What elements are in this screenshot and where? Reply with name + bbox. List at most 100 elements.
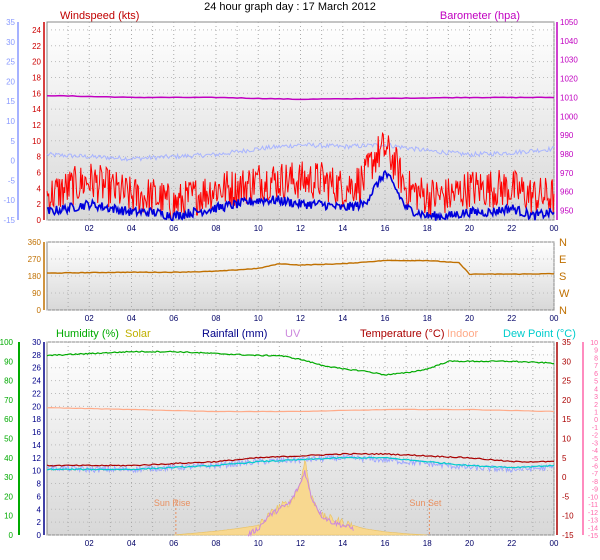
barometer-line	[46, 94, 555, 101]
blue-axis-tick-label: 35	[6, 18, 15, 27]
rainfall-tick-label: 2	[37, 518, 42, 527]
panel1-x-tick-label: 22	[507, 224, 516, 233]
temperature-tick-label: 0	[562, 473, 567, 482]
uv-tick-label: 10	[590, 340, 598, 347]
panel3-x-tick-label: 14	[338, 539, 347, 548]
uv-tick-label: -14	[588, 525, 598, 532]
barometer-tick-label: 1010	[560, 93, 578, 102]
uv-tick-label: 7	[594, 363, 598, 370]
humidity-tick-label: 100	[0, 338, 14, 347]
rainfall-tick-label: 12	[32, 454, 41, 463]
rainfall-tick-label: 4	[37, 505, 42, 514]
panel1-x-tick-label: 02	[85, 224, 94, 233]
solar-area	[173, 459, 428, 536]
windspeed-tick-label: 8	[37, 153, 42, 162]
barometer-tick-label: 1040	[560, 37, 578, 46]
humidity-tick-label: 10	[4, 512, 13, 521]
sun-set-label: Sun Set	[409, 498, 442, 508]
rainfall-tick-label: 20	[32, 402, 41, 411]
rainfall-tick-label: 6	[37, 492, 42, 501]
blue-axis-tick-label: -10	[3, 196, 15, 205]
panel3-x-tick-label: 00	[550, 539, 559, 548]
uv-tick-label: -4	[592, 448, 598, 455]
temperature-tick-label: 25	[562, 377, 571, 386]
humidity-tick-label: 70	[4, 396, 13, 405]
rainfall-tick-label: 10	[32, 467, 41, 476]
panel1-x-tick-label: 10	[254, 224, 263, 233]
humidity-tick-label: 40	[4, 454, 13, 463]
legend-item: Indoor	[447, 328, 479, 340]
panel3-x-tick-label: 22	[507, 539, 516, 548]
windspeed-tick-label: 12	[32, 121, 41, 130]
page-title: 24 hour graph day : 17 March 2012	[204, 1, 376, 13]
panel3-series: Sun Rise Sun Set	[46, 350, 555, 538]
legend-item: Temperature (°C)	[360, 328, 444, 340]
temperature-tick-label: 30	[562, 357, 571, 366]
temperature-tick-label: -10	[562, 512, 574, 521]
wind-direction-tick-label: 180	[28, 272, 42, 281]
blue-axis-tick-label: -15	[3, 216, 15, 225]
uv-tick-label: -1	[592, 425, 598, 432]
uv-tick-label: 3	[594, 394, 598, 401]
windspeed-tick-label: 16	[32, 89, 41, 98]
barometer-tick-label: 950	[560, 207, 574, 216]
wind-direction-tick-label: 90	[32, 289, 41, 298]
wind-direction-tick-label: 360	[28, 238, 42, 247]
uv-tick-label: 1	[594, 409, 598, 416]
blue-axis-series-line	[46, 142, 555, 162]
panel2-x-tick-label: 04	[127, 314, 136, 323]
windspeed-tick-label: 14	[32, 105, 41, 114]
rainfall-tick-label: 22	[32, 389, 41, 398]
blue-axis-tick-label: 15	[6, 97, 15, 106]
wind-direction-tick-label: 0	[37, 306, 42, 315]
wind-direction-tick-label: 270	[28, 255, 42, 264]
uv-tick-label: -9	[592, 487, 598, 494]
barometer-tick-label: 1050	[560, 18, 578, 27]
panel2-x-tick-label: 06	[169, 314, 178, 323]
panel2-grid: 02 04 06 08 10 12 14 16 18 20 22 00	[47, 241, 559, 323]
panel3-legend: Humidity (%) Solar Rainfall (mm) UV Temperat…	[56, 328, 576, 340]
humidity-tick-label: 60	[4, 415, 13, 424]
panel2-x-tick-label: 12	[296, 314, 305, 323]
uv-line	[247, 470, 354, 538]
windspeed-tick-label: 6	[37, 168, 42, 177]
panel3-x-tick-label: 04	[127, 539, 136, 548]
panel3-x-tick-label: 10	[254, 539, 263, 548]
barometer-tick-label: 1000	[560, 112, 578, 121]
panel3-x-tick-label: 02	[85, 539, 94, 548]
panel2-x-tick-label: 00	[550, 314, 559, 323]
legend-item: Dew Point (°C)	[503, 328, 576, 340]
panel2-x-tick-label: 20	[465, 314, 474, 323]
windspeed-tick-label: 18	[32, 73, 41, 82]
windspeed-average-line	[46, 169, 555, 222]
wind-direction-panel: 02 04 06 08 10 12 14 16 18 20 22 00 090180270360NWS…	[28, 237, 570, 323]
uv-tick-label: 8	[594, 355, 598, 362]
panel2-x-tick-label: 18	[423, 314, 432, 323]
uv-tick-label: -10	[588, 494, 598, 501]
panel3-axes: 0246810121416182022242628300102030405060…	[0, 338, 598, 540]
humidity-tick-label: 90	[4, 357, 13, 366]
windspeed-tick-label: 2	[37, 200, 42, 209]
rainfall-tick-label: 8	[37, 480, 42, 489]
uv-tick-label: 4	[594, 386, 598, 393]
windspeed-legend: Windspeed (kts)	[60, 10, 139, 22]
windspeed-tick-label: 4	[37, 184, 42, 193]
temperature-tick-label: -5	[562, 492, 570, 501]
rainfall-tick-label: 14	[32, 441, 41, 450]
humidity-tick-label: 50	[4, 435, 13, 444]
temperature-tick-label: 20	[562, 396, 571, 405]
panel1-x-tick-label: 08	[212, 224, 221, 233]
rainfall-tick-label: 26	[32, 364, 41, 373]
blue-axis-tick-label: 30	[6, 38, 15, 47]
barometer-tick-label: 970	[560, 169, 574, 178]
humidity-tick-label: 80	[4, 377, 13, 386]
uv-tick-label: 6	[594, 371, 598, 378]
humidity-tick-label: 20	[4, 492, 13, 501]
compass-label: N	[559, 305, 567, 317]
uv-tick-label: -3	[592, 440, 598, 447]
blue-axis-tick-label: 5	[11, 137, 16, 146]
panel3-x-tick-label: 12	[296, 539, 305, 548]
barometer-tick-label: 980	[560, 150, 574, 159]
